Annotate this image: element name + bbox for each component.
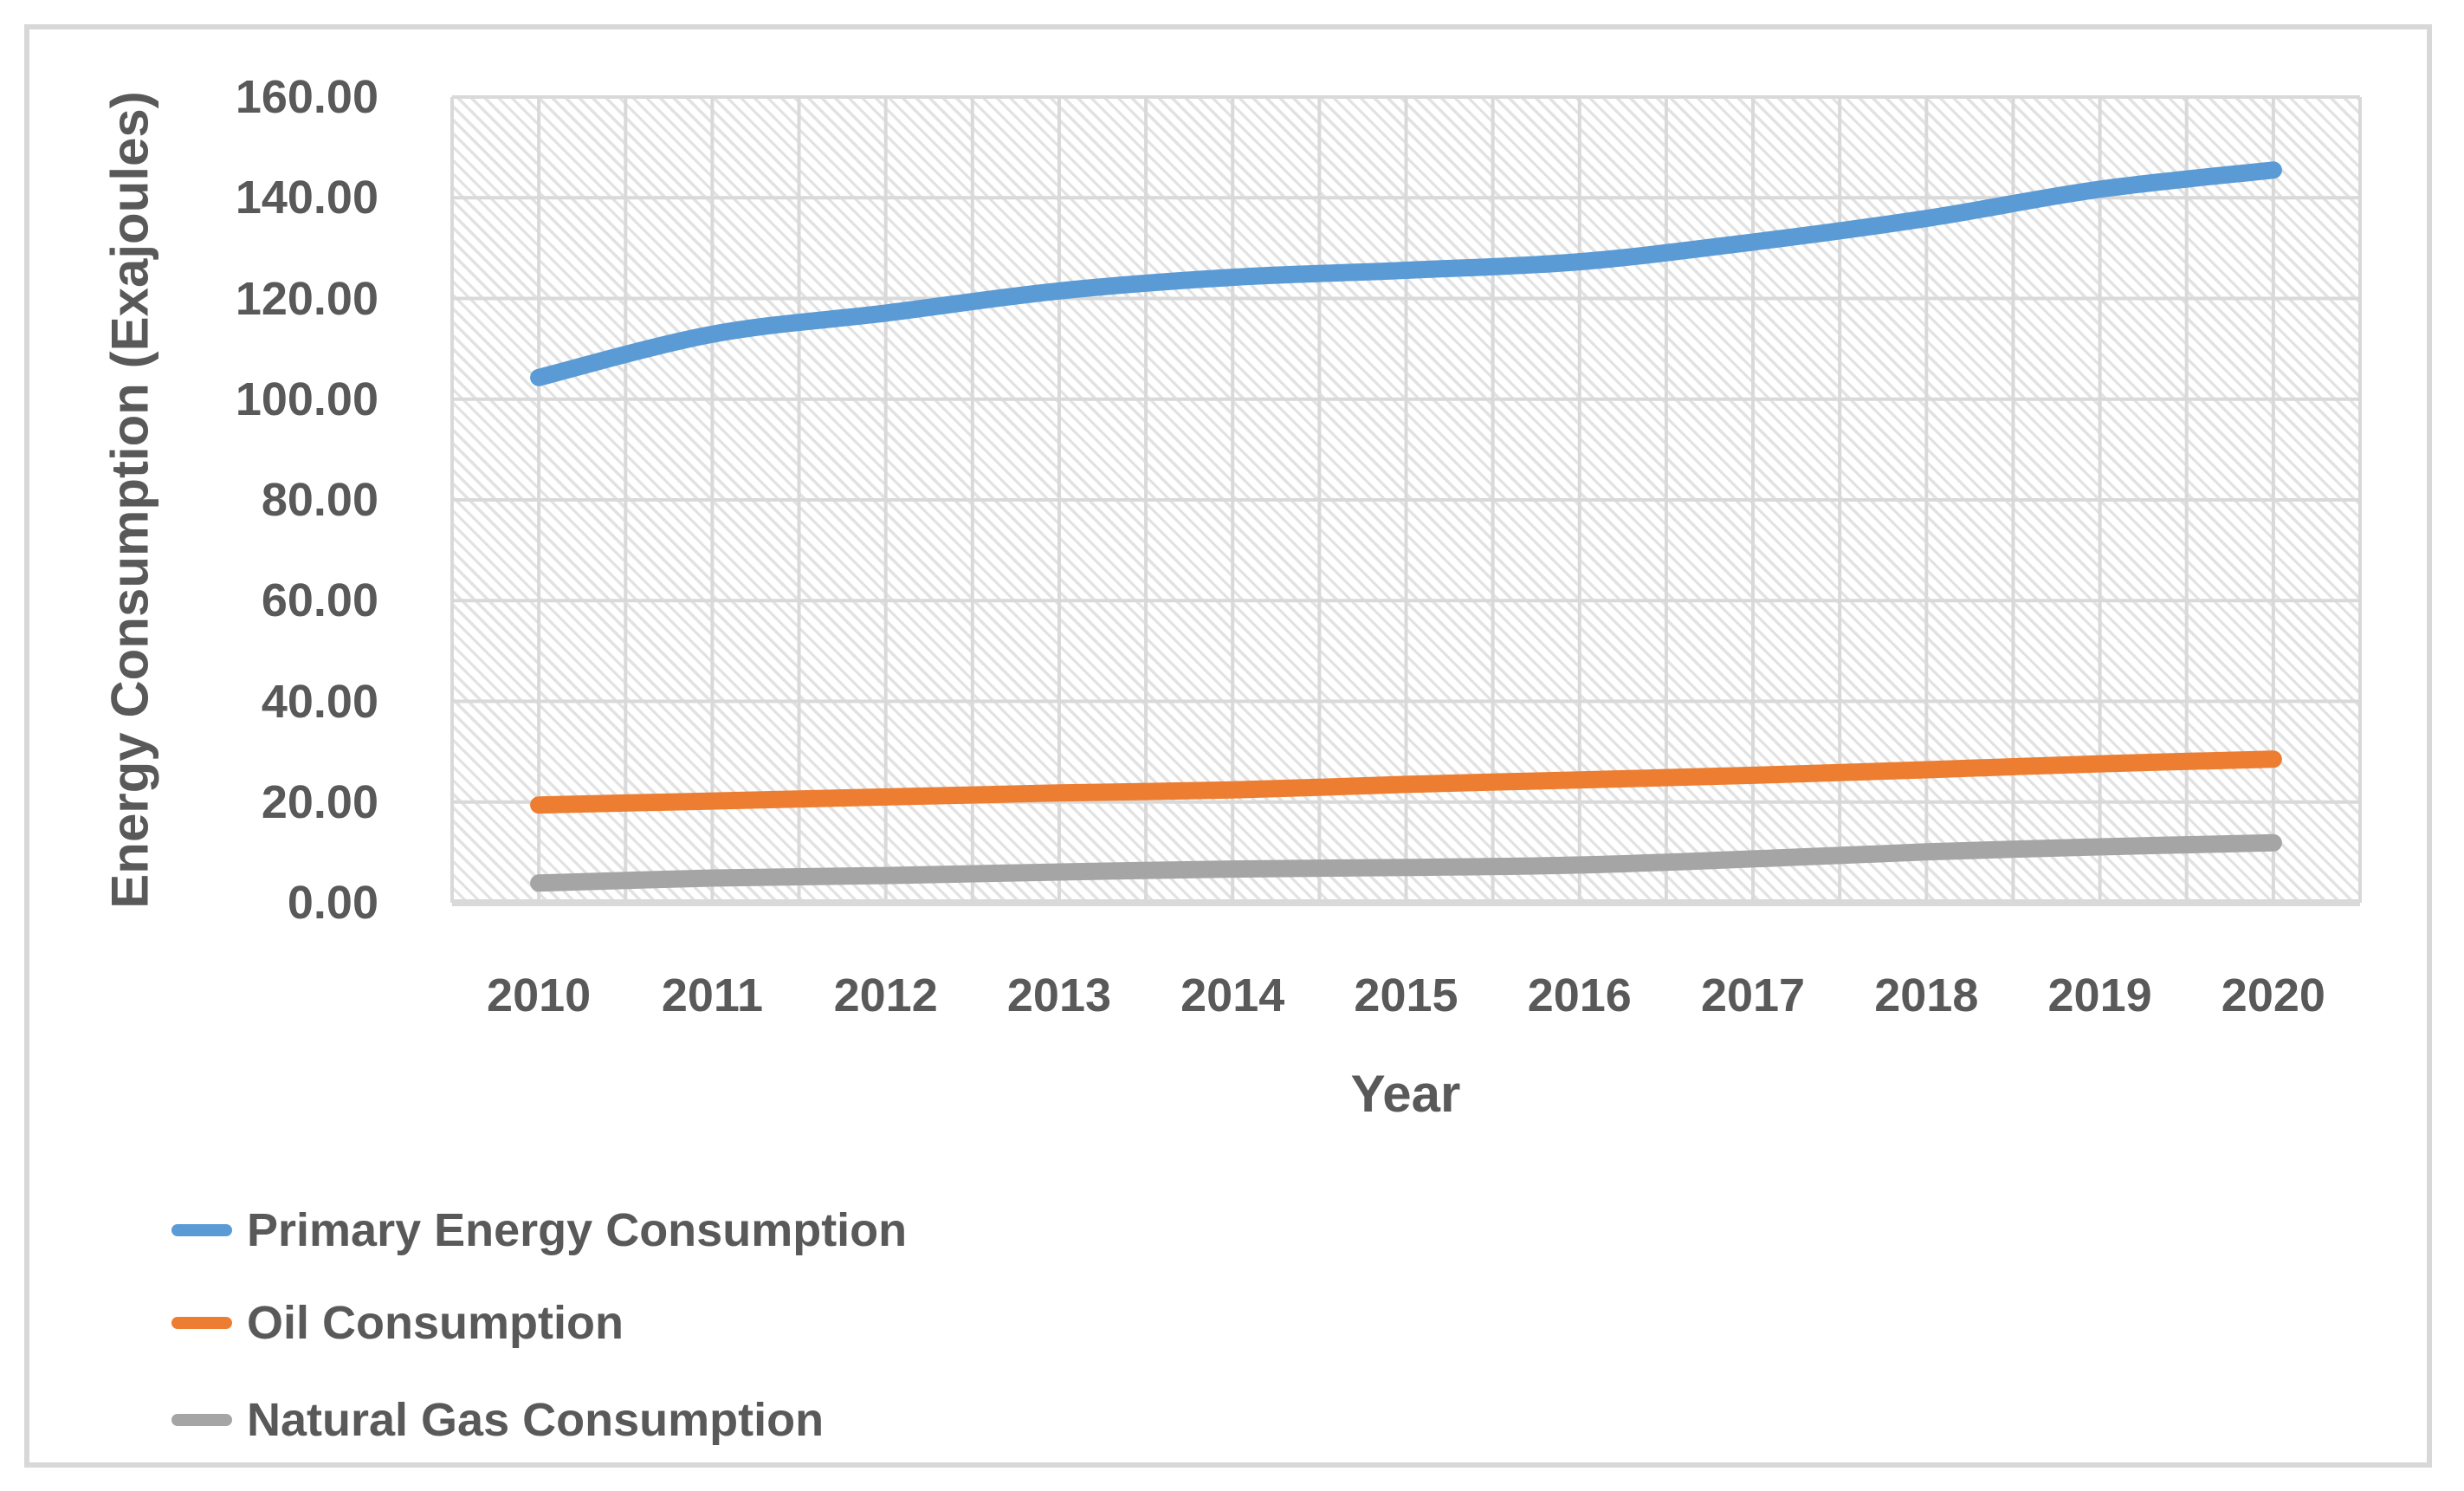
x-axis-tick-label: 2020 — [2221, 969, 2325, 1021]
x-axis-tick-label: 2016 — [1527, 969, 1632, 1021]
x-axis-tick-label: 2012 — [833, 969, 938, 1021]
y-axis-tick-label: 120.00 — [235, 272, 378, 325]
y-axis-tick-label: 40.00 — [261, 675, 378, 728]
legend-swatch — [171, 1317, 232, 1329]
y-axis-tick-label: 20.00 — [261, 775, 378, 828]
x-axis-tick-label: 2018 — [1874, 969, 1979, 1021]
legend-label: Natural Gas Consumption — [247, 1394, 825, 1446]
legend-swatch — [171, 1224, 232, 1236]
series-line-oil-consumption — [530, 750, 2282, 814]
x-axis-tick-label: 2015 — [1354, 969, 1458, 1021]
y-axis-tick-label: 160.00 — [235, 71, 378, 123]
y-axis-tick-label: 0.00 — [287, 877, 378, 929]
legend-label: Oil Consumption — [247, 1297, 624, 1349]
plot-area — [450, 95, 2362, 906]
legend-label: Primary Energy Consumption — [247, 1204, 908, 1256]
chart-outer-border — [24, 24, 2432, 1468]
x-axis-tick-label: 2019 — [2047, 969, 2152, 1021]
legend-swatch — [171, 1414, 232, 1426]
series-line-natural-gas-consumption — [530, 833, 2282, 892]
x-axis-tick-label: 2017 — [1700, 969, 1806, 1021]
y-axis-tick-label: 100.00 — [235, 373, 378, 425]
x-axis-tick-label: 2014 — [1180, 969, 1285, 1021]
y-axis-tick-label: 60.00 — [261, 574, 378, 627]
y-axis-tick-label: 140.00 — [235, 172, 378, 224]
x-axis-tick-label: 2013 — [1006, 969, 1112, 1021]
x-axis-title: Year — [1350, 1065, 1461, 1123]
plot-svg — [450, 95, 2362, 906]
x-axis-tick-label: 2011 — [661, 969, 763, 1021]
x-axis-tick-label: 2010 — [487, 969, 592, 1021]
y-axis-tick-label: 80.00 — [261, 474, 378, 526]
series-line-primary-energy-consumption — [530, 161, 2282, 386]
